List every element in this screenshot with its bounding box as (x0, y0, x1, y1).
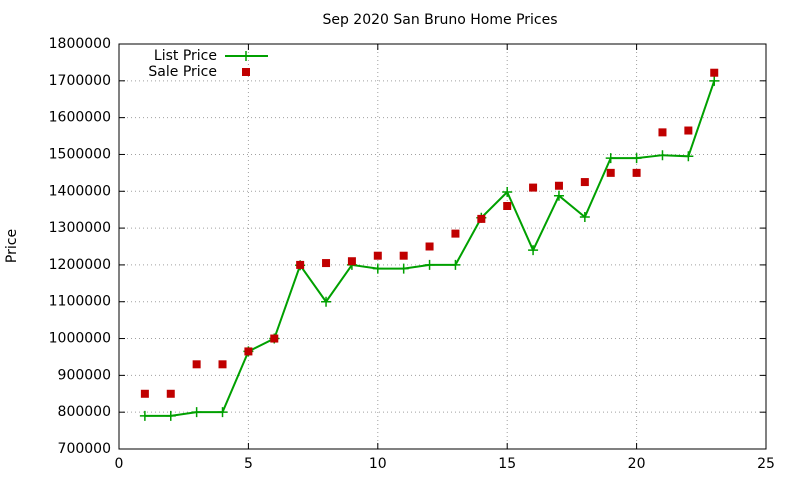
point-marker (528, 245, 539, 256)
y-tick-label: 1400000 (49, 183, 111, 199)
y-tick-label: 800000 (58, 404, 111, 420)
x-tick-label: 0 (115, 456, 124, 472)
x-tick-label: 20 (628, 456, 646, 472)
point-marker (503, 202, 512, 210)
point-marker (218, 360, 227, 369)
x-tick-label: 15 (498, 456, 516, 472)
point-marker (244, 347, 253, 356)
point-marker (632, 168, 641, 177)
point-marker (605, 153, 616, 164)
legend-marker (242, 68, 250, 76)
x-tick-label: 5 (244, 456, 253, 472)
y-tick-label: 1800000 (49, 36, 111, 52)
point-marker (683, 151, 694, 162)
point-marker (450, 259, 461, 270)
y-axis-label: Price (4, 229, 20, 263)
legend-label: List Price (154, 48, 217, 64)
point-marker (553, 190, 564, 201)
point-marker (165, 410, 176, 421)
point-marker (684, 126, 693, 135)
point-marker (606, 168, 615, 177)
point-marker (140, 389, 149, 398)
y-tick-label: 1200000 (49, 257, 111, 273)
point-marker (554, 181, 563, 190)
point-marker (398, 263, 409, 274)
point-marker (166, 389, 175, 398)
point-marker (347, 257, 356, 266)
plot-frame (118, 43, 767, 450)
point-marker (580, 178, 589, 187)
point-marker (709, 75, 720, 86)
y-tick-label: 1600000 (49, 110, 111, 126)
point-marker (373, 251, 382, 260)
point-marker (631, 153, 642, 164)
legend-label: Sale Price (148, 64, 217, 80)
y-tick-label: 1300000 (49, 220, 111, 236)
y-tick-label: 1700000 (49, 73, 111, 89)
point-marker (710, 68, 719, 77)
y-tick-label: 1100000 (49, 294, 111, 310)
y-tick-label: 1000000 (49, 331, 111, 347)
x-tick-label: 25 (757, 456, 775, 472)
point-marker (477, 214, 486, 223)
point-marker (191, 407, 202, 418)
point-marker (372, 263, 383, 274)
y-tick-label: 900000 (58, 367, 111, 383)
point-marker (270, 334, 279, 343)
point-marker (399, 251, 408, 260)
point-marker (322, 259, 331, 268)
point-marker (321, 296, 332, 307)
point-marker (579, 212, 590, 223)
point-marker (217, 407, 228, 418)
legend-marker (241, 51, 251, 61)
point-marker (296, 260, 305, 269)
x-tick-label: 10 (369, 456, 387, 472)
chart-title: Sep 2020 San Bruno Home Prices (322, 12, 557, 28)
point-marker (502, 187, 513, 198)
point-marker (192, 360, 201, 369)
y-tick-label: 1500000 (49, 146, 111, 162)
point-marker (139, 410, 150, 421)
point-marker (657, 150, 668, 161)
point-marker (425, 242, 434, 251)
point-marker (529, 183, 538, 192)
point-marker (658, 128, 667, 137)
point-marker (424, 259, 435, 270)
point-marker (451, 229, 460, 238)
y-tick-label: 700000 (58, 441, 111, 457)
